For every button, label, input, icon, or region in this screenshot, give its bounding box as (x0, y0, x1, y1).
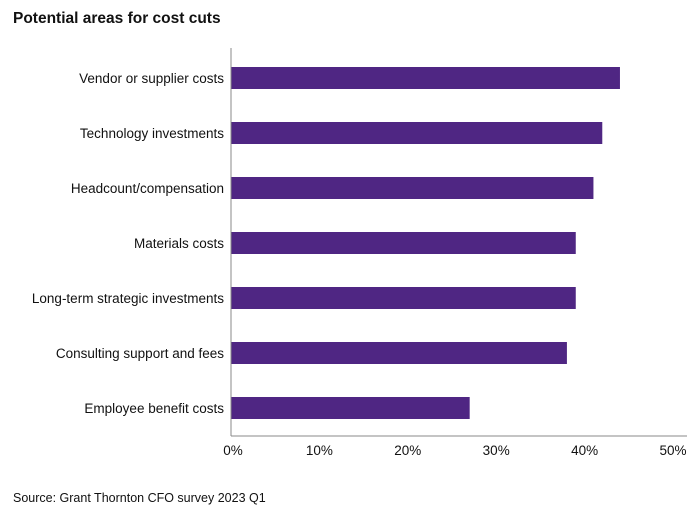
x-tick-label: 50% (659, 443, 686, 458)
x-tick-label: 0% (223, 443, 243, 458)
bar-6 (231, 397, 470, 419)
source-note: Source: Grant Thornton CFO survey 2023 Q… (13, 491, 266, 505)
category-label: Long-term strategic investments (32, 291, 224, 306)
bar-0 (231, 67, 620, 89)
x-tick-label: 40% (571, 443, 598, 458)
category-label: Materials costs (134, 236, 224, 251)
bar-1 (231, 122, 603, 144)
category-label: Employee benefit costs (84, 401, 224, 416)
x-tick-label: 20% (394, 443, 421, 458)
bar-3 (231, 232, 576, 254)
category-label: Headcount/compensation (71, 181, 224, 196)
bar-5 (231, 342, 567, 364)
bar-2 (231, 177, 594, 199)
category-label: Technology investments (80, 126, 224, 141)
chart-title: Potential areas for cost cuts (13, 10, 221, 27)
category-label: Vendor or supplier costs (79, 71, 224, 86)
bar-4 (231, 287, 576, 309)
category-label: Consulting support and fees (56, 346, 224, 361)
x-tick-label: 30% (483, 443, 510, 458)
x-tick-label: 10% (306, 443, 333, 458)
